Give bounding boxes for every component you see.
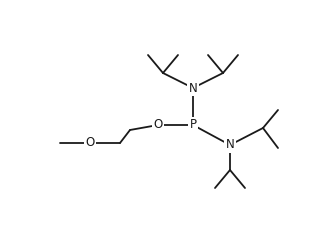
Text: O: O (85, 137, 94, 149)
Text: N: N (189, 81, 197, 94)
Text: P: P (190, 119, 196, 132)
Text: O: O (154, 119, 163, 132)
Text: N: N (226, 139, 235, 152)
